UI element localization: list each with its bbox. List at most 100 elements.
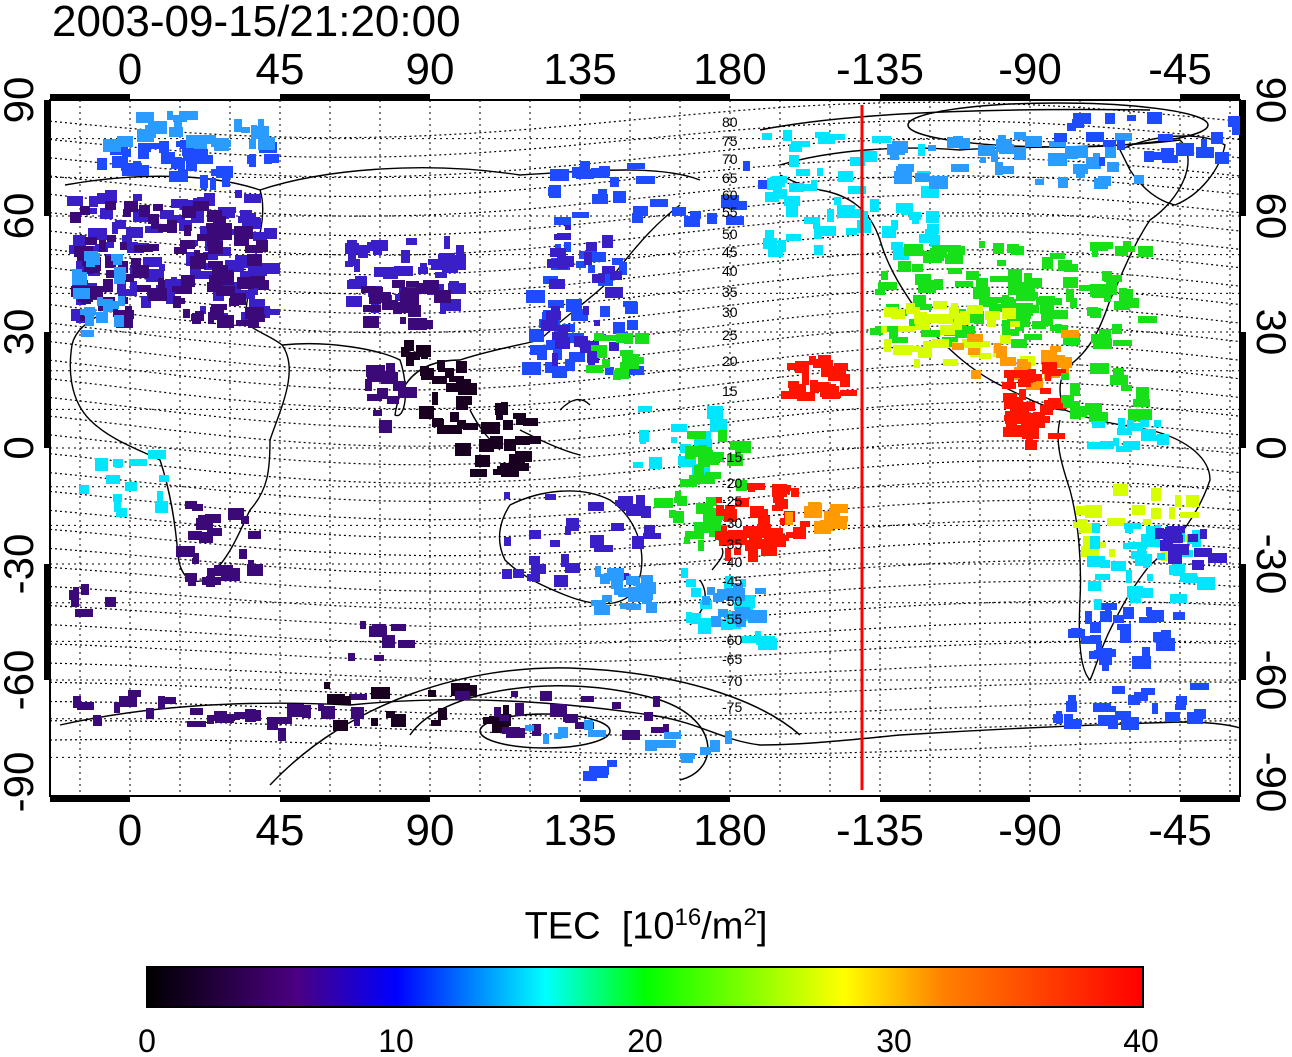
tec-cell: [1039, 296, 1055, 303]
tec-cell: [837, 205, 855, 218]
tec-cell: [470, 469, 487, 477]
tec-cell: [741, 636, 759, 643]
tec-cell: [133, 194, 142, 201]
tec-cell: [138, 152, 149, 159]
contour-label: -25: [722, 493, 742, 509]
longitude-ticks-bottom: 0 45 90 135 180 -135 -90 -45: [118, 806, 1212, 855]
tec-cell: [225, 260, 244, 272]
tec-cell: [1073, 113, 1091, 124]
tec-cell: [1152, 703, 1158, 714]
tec-cell: [358, 245, 368, 258]
tec-cell: [1146, 607, 1152, 616]
tec-cell: [673, 511, 684, 523]
tec-cell: [216, 272, 234, 285]
tec-cell: [802, 372, 809, 385]
tec-cell: [106, 475, 120, 484]
tec-cell: [1020, 370, 1033, 383]
tec-cell: [691, 588, 701, 597]
tec-cell: [171, 199, 188, 208]
tec-cell: [391, 714, 406, 727]
tec-cell: [374, 267, 389, 277]
tec-cell: [1052, 310, 1068, 319]
tec-cell: [432, 376, 447, 384]
tec-cell: [765, 192, 779, 202]
tec-cell: [748, 610, 767, 623]
tec-cell: [974, 341, 990, 347]
tec-cell: [434, 290, 451, 303]
contour-line: [50, 641, 1240, 663]
tec-cell: [1093, 338, 1112, 349]
tec-cell: [718, 430, 727, 442]
lon-tick-top: 90: [406, 45, 455, 94]
tec-cell: [176, 546, 195, 557]
tec-cell: [698, 540, 704, 551]
tec-cell: [249, 154, 256, 167]
tec-cell: [995, 166, 1014, 174]
tec-cell: [1125, 527, 1133, 533]
tec-cell: [1083, 536, 1091, 548]
tec-cell: [698, 458, 710, 467]
tec-cell: [185, 501, 197, 509]
tec-cell: [494, 707, 501, 717]
tec-cell: [701, 618, 717, 626]
tec-cell: [967, 334, 983, 342]
tec-cell: [1132, 505, 1145, 515]
tec-cell: [687, 431, 706, 439]
tec-cell: [1045, 369, 1051, 381]
tec-cell: [625, 302, 638, 314]
tec-cell: [416, 345, 431, 357]
tec-cell: [945, 254, 963, 264]
colorbar-unit-close: ]: [756, 905, 768, 948]
tec-cell: [522, 362, 541, 375]
tec-cell: [529, 556, 540, 565]
tec-cell: [501, 402, 508, 415]
tec-cell: [587, 352, 599, 363]
tec-cell: [1068, 695, 1076, 704]
tec-cell: [679, 456, 696, 467]
tec-cell: [235, 255, 248, 261]
tec-cell: [171, 157, 182, 169]
tec-cell: [1183, 573, 1197, 583]
tec-cell: [834, 363, 848, 370]
tec-cell: [619, 262, 627, 275]
tec-cell: [565, 563, 580, 573]
tec-cell: [651, 727, 669, 733]
lat-tick-right: 60: [1248, 193, 1292, 240]
tec-cell: [1090, 635, 1101, 644]
contour-line: [50, 193, 1240, 237]
tec-cell: [248, 560, 254, 569]
tec-cell: [278, 728, 286, 741]
tec-cell: [432, 392, 438, 405]
tec-cell: [455, 443, 471, 456]
tec-cell: [503, 705, 509, 714]
contour-label: 20: [722, 353, 738, 369]
tec-cell: [431, 720, 441, 726]
tec-cell: [367, 372, 381, 382]
contour-line: [50, 101, 1240, 139]
tec-cell: [327, 694, 345, 704]
tec-cell: [635, 333, 649, 344]
tec-cell: [438, 360, 445, 372]
frame-bands: [44, 94, 1246, 802]
tec-cell: [696, 503, 713, 514]
tec-cell: [223, 280, 233, 291]
tec-cell: [1099, 656, 1112, 665]
lon-tick-bottom: 90: [406, 806, 455, 855]
tec-cell: [371, 718, 378, 726]
tec-cell: [1048, 153, 1067, 166]
tec-cell: [251, 125, 257, 132]
contour-label: 60: [722, 187, 738, 203]
tec-cell: [1151, 488, 1161, 501]
tec-cell: [387, 396, 399, 404]
tec-cell: [572, 212, 589, 218]
tec-cell: [929, 176, 948, 189]
tec-cell: [1128, 542, 1147, 549]
tec-cell: [148, 214, 159, 224]
tec-cell: [524, 436, 541, 444]
tec-cell: [948, 268, 962, 274]
tec-cell: [967, 305, 983, 314]
tec-cell: [645, 740, 657, 751]
tec-cell: [1100, 560, 1110, 568]
tec-cell: [73, 696, 81, 708]
lon-tick-bottom: 0: [118, 806, 142, 855]
